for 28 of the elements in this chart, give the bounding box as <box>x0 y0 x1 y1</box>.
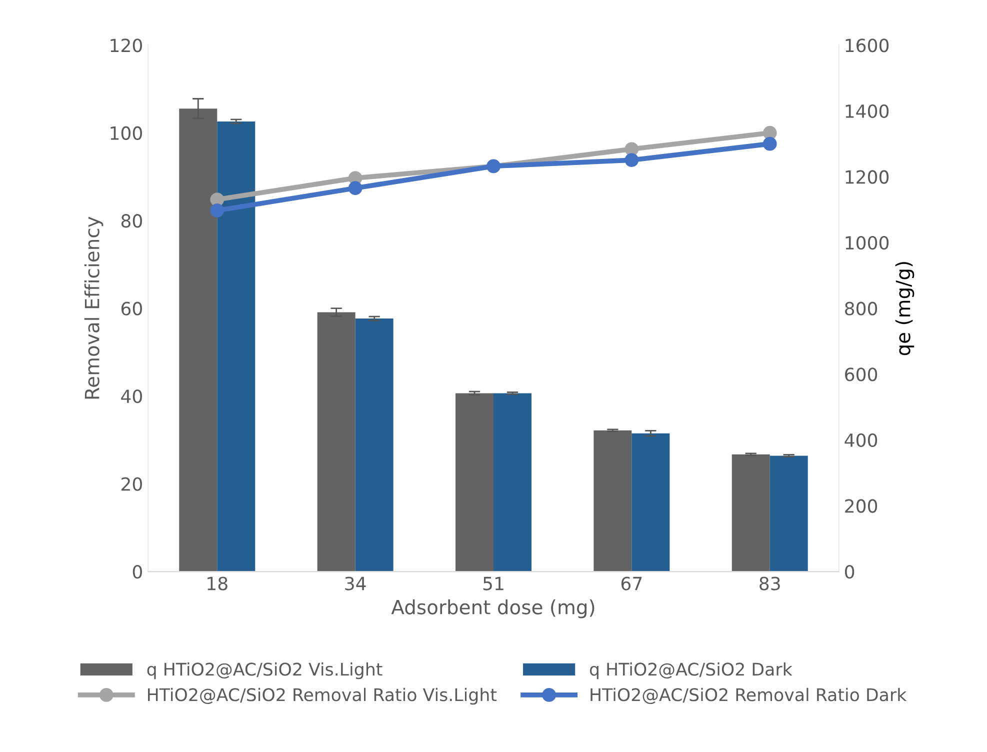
y2-tick-label: 400 <box>844 433 878 448</box>
y2-tick-label: 1200 <box>846 170 889 184</box>
legend-label: HTiO2@AC/SiO2 Removal Ratio Vis.Light <box>148 688 497 705</box>
y-axis-title: Removal Efficiency <box>84 216 104 399</box>
y-tick-label: 80 <box>121 214 142 228</box>
y-tick-label: 20 <box>122 477 142 491</box>
y2-tick-label: 600 <box>845 368 878 382</box>
y2-axis-title: qe (mg/g) <box>895 262 914 356</box>
y2-tick-label: 1600 <box>846 38 889 52</box>
y-tick-label: 100 <box>110 126 142 140</box>
y2-tick-label: 800 <box>845 302 878 316</box>
y-tick-label: 60 <box>121 302 142 316</box>
y-tick-label: 0 <box>132 564 142 579</box>
y-tick-label: 40 <box>121 390 142 404</box>
legend-label: q HTiO2@AC/SiO2 Dark <box>590 662 792 680</box>
x-tick-label: 51 <box>483 576 504 590</box>
x-axis-title: Adsorbent dose (mg) <box>391 599 594 618</box>
x-tick-label: 18 <box>208 576 228 590</box>
legend-label: q HTiO2@AC/SiO2 Vis.Light <box>147 662 382 680</box>
x-tick-label: 34 <box>345 576 366 590</box>
y2-tick-label: 1000 <box>846 236 889 250</box>
x-tick-label: 83 <box>760 576 780 590</box>
y2-tick-label: 0 <box>845 564 854 579</box>
y-tick-label: 120 <box>110 38 142 52</box>
legend-label: HTiO2@AC/SiO2 Removal Ratio Dark <box>590 688 907 704</box>
y2-tick-label: 1400 <box>846 104 889 118</box>
x-tick-label: 67 <box>621 576 642 590</box>
y2-tick-label: 200 <box>845 499 878 513</box>
